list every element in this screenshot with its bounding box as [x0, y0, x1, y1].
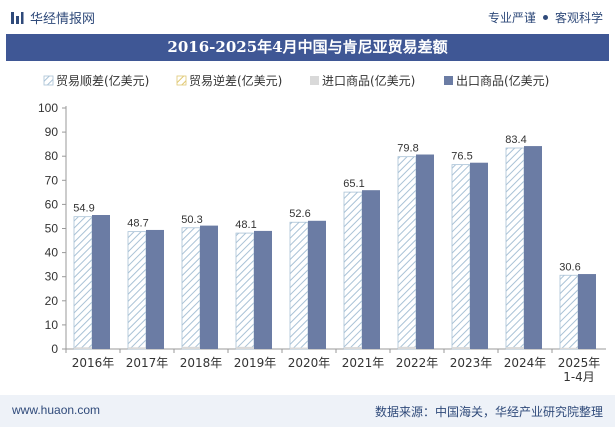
bar-export: [254, 230, 272, 349]
bar-surplus: [73, 216, 93, 350]
x-tick-label: 1-4月: [563, 370, 595, 384]
x-tick-label: 2020年: [288, 356, 331, 370]
tagline-left: 专业严谨: [487, 11, 536, 25]
bar-surplus: [289, 221, 309, 350]
legend-swatch-0: [43, 75, 54, 86]
logo-icon: [11, 11, 24, 24]
x-tick-label: 2019年: [234, 356, 277, 370]
bar-import: [290, 347, 308, 349]
y-tick-label: 100: [38, 101, 58, 115]
bars: [73, 146, 596, 350]
data-label: 48.1: [235, 219, 256, 231]
bar-import: [344, 347, 362, 349]
x-tick-label: 2017年: [126, 356, 169, 370]
bar-surplus: [559, 274, 579, 350]
bar-chart: 贸易顺差(亿美元) 贸易逆差(亿美元) 进口商品(亿美元) 出口商品(亿美元) 0 10…: [38, 73, 606, 384]
bar-export: [470, 162, 488, 349]
bar-surplus: [235, 232, 255, 350]
data-labels: 54.9 48.7 50.3 48.1 52.6 65.1 79.8 76.5 83.4 30.6: [73, 134, 580, 273]
data-label: 30.6: [559, 261, 580, 273]
bar-export: [362, 190, 380, 349]
legend: 贸易顺差(亿美元) 贸易逆差(亿美元) 进口商品(亿美元) 出口商品(亿美元): [43, 73, 549, 88]
bar-surplus: [451, 164, 471, 350]
data-source: 数据来源：中国海关，华经产业研究院整理: [374, 405, 603, 419]
data-label: 76.5: [451, 151, 472, 163]
bar-surplus: [505, 147, 525, 350]
bar-export: [146, 229, 164, 349]
brand-name: 华经情报网: [30, 12, 96, 27]
chart-title: 2016-2025年4月中国与肯尼亚贸易差额: [6, 34, 609, 61]
data-label: 50.3: [181, 214, 202, 226]
bar-import: [74, 347, 92, 349]
bar-export: [200, 225, 218, 349]
y-tick-label: 0: [51, 342, 58, 356]
bar-import: [236, 346, 254, 349]
footer: www.huaon.com 数据来源：中国海关，华经产业研究院整理: [0, 395, 615, 427]
bar-export: [92, 215, 110, 349]
legend-swatch-1: [176, 75, 187, 86]
bar-surplus: [343, 191, 363, 350]
x-tick-label: 2025年: [558, 356, 601, 370]
bar-import: [506, 347, 524, 349]
legend-label-0: 贸易顺差(亿美元): [56, 73, 149, 88]
y-tick-label: 90: [45, 125, 59, 139]
legend-label-2: 进口商品(亿美元): [322, 73, 415, 88]
bar-export: [308, 220, 326, 349]
y-tick-label: 30: [45, 270, 59, 284]
x-tick-label: 2016年: [72, 356, 115, 370]
data-label: 83.4: [505, 134, 526, 146]
data-label: 65.1: [343, 178, 364, 190]
bar-export: [524, 146, 542, 349]
bar-export: [578, 274, 596, 349]
y-tick-label: 40: [45, 246, 59, 260]
tagline: 专业严谨 客观科学: [488, 9, 603, 26]
y-tick-label: 50: [45, 222, 59, 236]
axes: 0 10 20 30 40 50 60 70 80 90 100 2016年 2017年 2018年 201…: [38, 101, 606, 384]
separator-dot-icon: [542, 15, 548, 20]
brand: 华经情报网: [10, 8, 95, 27]
bar-import: [128, 347, 146, 349]
y-tick-label: 20: [45, 294, 59, 308]
y-tick-label: 80: [45, 149, 59, 163]
bar-export: [416, 154, 434, 349]
bar-import: [452, 347, 470, 349]
tagline-right: 客观科学: [554, 11, 603, 25]
bar-surplus: [397, 156, 417, 350]
legend-label-1: 贸易逆差(亿美元): [189, 73, 282, 88]
data-label: 79.8: [397, 143, 418, 155]
legend-swatch-3: [444, 76, 453, 85]
bar-import: [398, 346, 416, 349]
legend-swatch-2: [310, 76, 319, 85]
bar-surplus: [127, 231, 147, 350]
data-label: 52.6: [289, 208, 310, 220]
data-label: 54.9: [73, 203, 94, 215]
bar-surplus: [181, 227, 201, 350]
x-tick-label: 2024年: [504, 356, 547, 370]
x-tick-label: 2022年: [396, 356, 439, 370]
x-tick-label: 2023年: [450, 356, 493, 370]
data-label: 48.7: [127, 218, 148, 230]
site-url: www.huaon.com: [12, 403, 101, 417]
y-tick-label: 60: [45, 197, 59, 211]
x-tick-label: 2018年: [180, 356, 223, 370]
y-tick-label: 70: [45, 173, 59, 187]
legend-label-3: 出口商品(亿美元): [456, 73, 549, 88]
top-bar: 华经情报网 专业严谨 客观科学: [0, 0, 615, 34]
bar-import: [182, 346, 200, 349]
x-tick-label: 2021年: [342, 356, 385, 370]
y-tick-label: 10: [45, 318, 59, 332]
bar-import: [560, 347, 578, 349]
